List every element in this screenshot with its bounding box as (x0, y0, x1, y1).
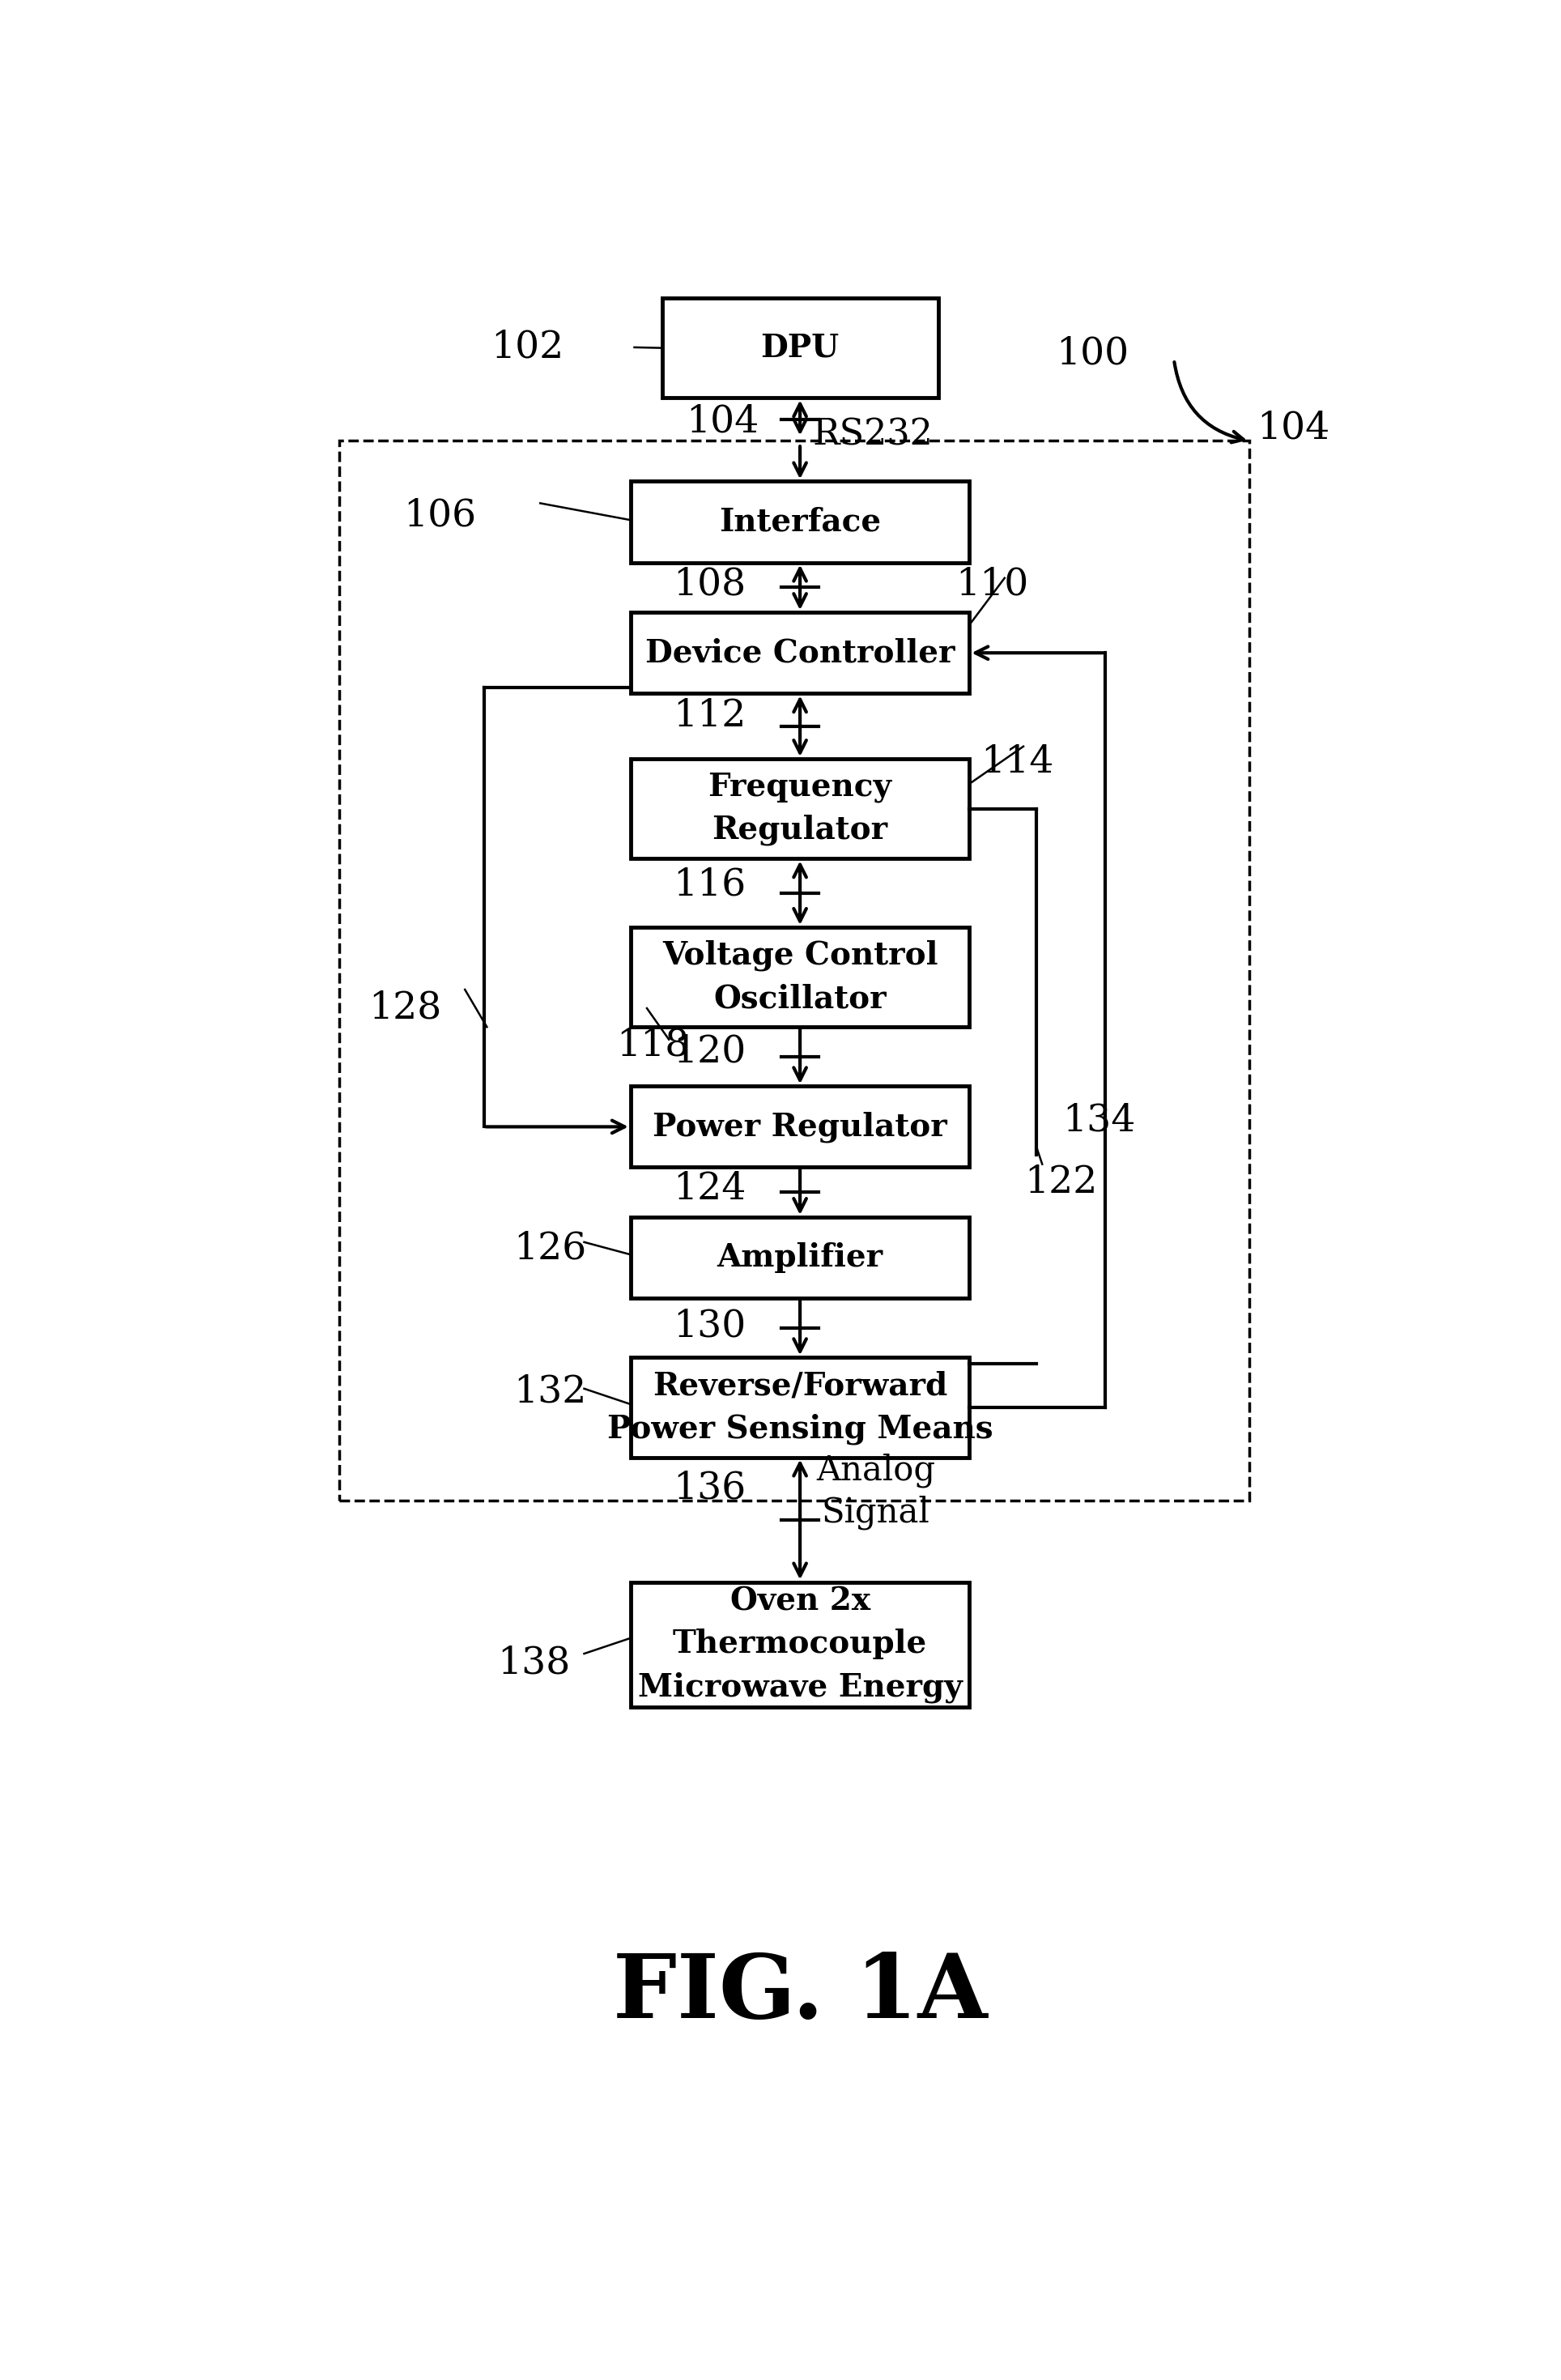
Text: 118: 118 (617, 1028, 690, 1064)
Text: 130: 130 (673, 1309, 746, 1345)
Text: Frequency
Regulator: Frequency Regulator (709, 771, 891, 845)
Text: 104: 104 (1257, 409, 1330, 447)
Text: Reverse/Forward
Power Sensing Means: Reverse/Forward Power Sensing Means (607, 1371, 993, 1445)
Text: 120: 120 (673, 1033, 746, 1071)
Text: Device Controller: Device Controller (645, 638, 955, 669)
Text: 114: 114 (980, 743, 1054, 781)
Bar (631, 1216, 969, 1297)
Bar (339, 440, 1249, 1502)
Text: RS232: RS232 (813, 416, 933, 452)
Text: Oven 2x
Thermocouple
Microwave Energy: Oven 2x Thermocouple Microwave Energy (638, 1585, 962, 1702)
Text: FIG. 1A: FIG. 1A (613, 1949, 987, 2037)
Text: DPU: DPU (760, 333, 840, 364)
Text: 128: 128 (368, 990, 442, 1026)
Text: Amplifier: Amplifier (716, 1242, 884, 1273)
Text: 104: 104 (685, 405, 759, 440)
Bar (631, 1583, 969, 1706)
Text: 110: 110 (955, 566, 1029, 602)
Text: 134: 134 (1061, 1102, 1135, 1140)
Text: 124: 124 (673, 1171, 746, 1207)
Text: 106: 106 (403, 497, 476, 533)
Text: 126: 126 (514, 1230, 587, 1266)
Text: 108: 108 (673, 566, 746, 602)
Text: Voltage Control
Oscillator: Voltage Control Oscillator (662, 940, 938, 1014)
Text: Power Regulator: Power Regulator (652, 1111, 948, 1142)
Text: 138: 138 (498, 1645, 570, 1680)
Bar (631, 481, 969, 562)
Text: 112: 112 (673, 697, 746, 735)
Bar (631, 759, 969, 859)
Bar (631, 1357, 969, 1457)
Text: 132: 132 (514, 1373, 587, 1409)
Text: 136: 136 (673, 1471, 746, 1507)
Text: 102: 102 (492, 328, 564, 367)
Bar (631, 928, 969, 1028)
Text: Analog
Signal: Analog Signal (816, 1454, 935, 1530)
Bar (631, 1085, 969, 1166)
Text: Interface: Interface (720, 507, 880, 538)
Bar (662, 298, 938, 397)
Bar (631, 612, 969, 693)
Text: 100: 100 (1055, 336, 1129, 371)
Text: 122: 122 (1024, 1164, 1097, 1202)
Text: 116: 116 (673, 866, 746, 902)
